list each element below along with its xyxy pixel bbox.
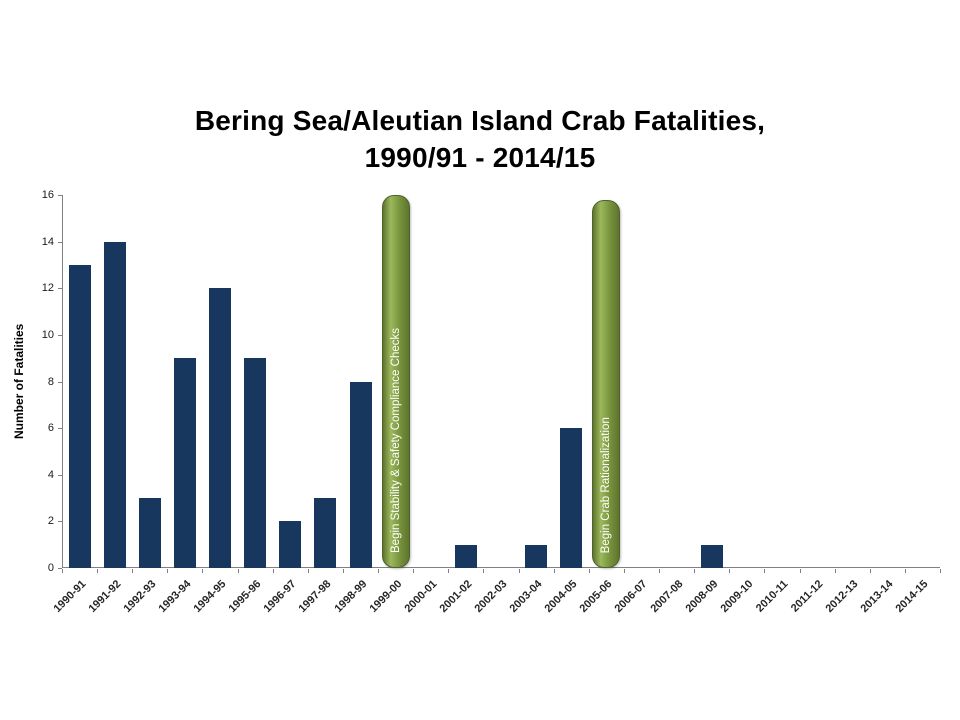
x-tick-mark [202,569,204,573]
x-tick-mark [729,569,731,573]
x-tick-mark [764,569,766,573]
y-tick-mark [58,241,62,243]
bar-2008-09 [700,544,723,568]
bar-1995-96 [244,358,267,568]
y-tick-label: 2 [47,515,54,528]
x-tick-mark [62,569,63,573]
bar-1992-93 [138,498,161,568]
bar-2004-05 [560,428,583,568]
x-label: 2008-09 [683,578,721,616]
x-tick-mark [307,569,309,573]
y-tick-label: 12 [41,282,54,295]
x-label: 1994-95 [191,578,229,616]
bar-1991-92 [103,241,126,568]
y-tick-mark [58,521,62,523]
annotation-label: Begin Crab Rationalization [600,416,613,553]
y-tick-mark [58,474,62,476]
y-tick-label: 16 [41,189,54,201]
y-tick-mark [58,195,62,196]
x-label: 1992-93 [121,578,159,616]
y-tick-mark [58,381,62,383]
x-label: 2009-10 [718,578,756,616]
x-tick-mark [553,569,555,573]
x-label: 2000-01 [402,578,440,616]
x-tick-mark [623,569,625,573]
x-label: 1990-91 [51,578,89,616]
chart-title-line1: Bering Sea/Aleutian Island Crab Fataliti… [194,105,766,136]
bar-1996-97 [279,521,302,568]
x-tick-mark [869,569,871,573]
x-tick-mark [167,569,169,573]
annotation-capsule-2: Begin Crab Rationalization [592,199,621,568]
x-label: 1999-00 [367,578,405,616]
x-tick-mark [97,569,99,573]
x-tick-mark [694,569,696,573]
chart-title: Bering Sea/Aleutian Island Crab Fataliti… [0,102,960,176]
x-tick-mark [904,569,906,573]
x-label: 2001-02 [437,578,475,616]
x-tick-mark [448,569,450,573]
x-tick-mark [659,569,661,573]
y-tick-label: 10 [41,328,54,341]
bar-1994-95 [209,288,232,568]
chart-title-line2: 1990/91 - 2014/15 [364,142,596,173]
y-tick-label: 14 [41,235,54,248]
x-label: 1991-92 [86,578,124,616]
bar-1990-91 [68,264,91,568]
y-tick-mark [58,288,62,290]
bar-1993-94 [173,358,196,568]
x-tick-mark [518,569,520,573]
bar-1997-98 [314,498,337,568]
x-label: 1993-94 [156,578,194,616]
x-label: 2010-11 [753,578,791,615]
bar-2001-02 [454,544,477,568]
x-tick-mark [237,569,239,573]
x-tick-mark [834,569,836,573]
bar-2003-04 [525,544,548,568]
y-tick-mark [58,568,62,569]
x-tick-mark [940,569,941,573]
x-tick-mark [132,569,134,573]
plot-area [62,195,940,568]
x-tick-mark [378,569,380,573]
bar-1998-99 [349,381,372,568]
y-tick-label: 6 [47,422,54,435]
x-tick-mark [483,569,485,573]
y-tick-mark [58,334,62,336]
x-label: 2002-03 [472,578,510,616]
y-tick-label: 4 [47,468,54,481]
y-tick-mark [58,428,62,430]
annotation-label: Begin Stability & Safety Compliance Chec… [389,328,402,553]
annotation-capsule-1: Begin Stability & Safety Compliance Chec… [381,195,410,568]
x-tick-mark [588,569,590,573]
x-tick-mark [413,569,415,573]
y-tick-label: 0 [47,562,54,574]
x-tick-mark [799,569,801,573]
x-tick-mark [342,569,344,573]
y-tick-label: 8 [47,375,54,388]
x-tick-mark [272,569,274,573]
